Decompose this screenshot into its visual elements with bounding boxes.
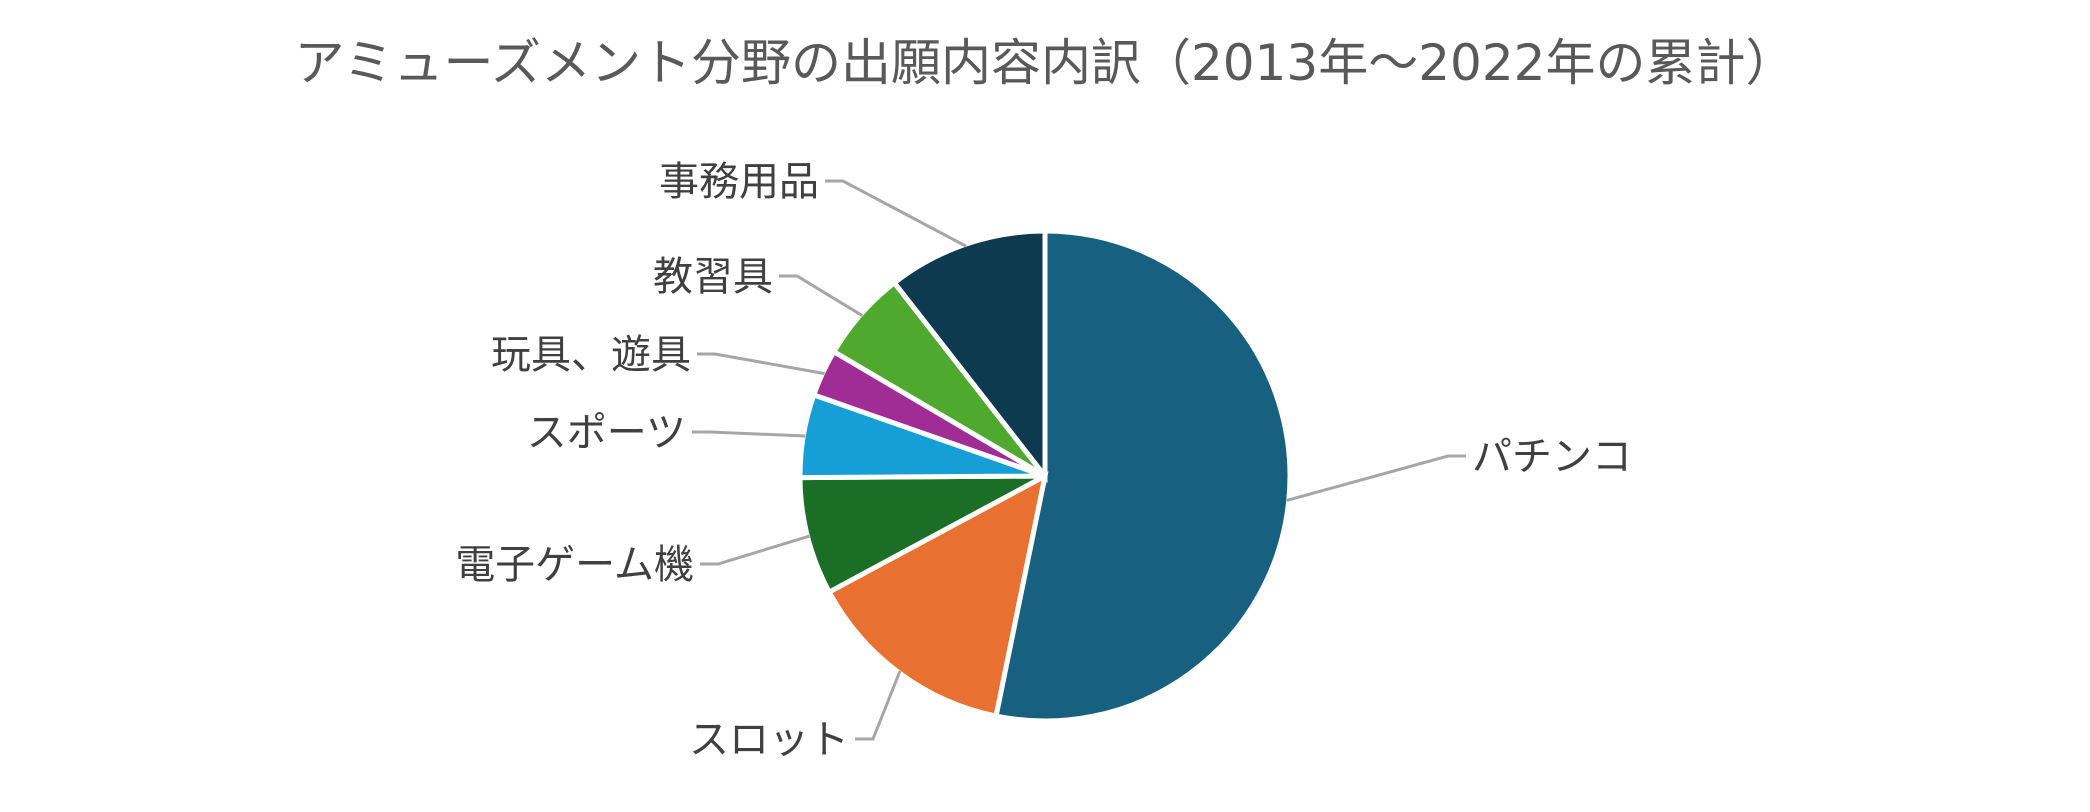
- slice-label-3: 電子ゲーム機: [455, 542, 694, 588]
- leader-lines: [692, 179, 1466, 741]
- leader-line-3: [700, 534, 810, 566]
- leader-line-2: [855, 670, 902, 741]
- leader-line-4: [692, 430, 806, 438]
- slice-label-5: 玩具、遊具: [491, 332, 691, 378]
- slice-label-6: 教習具: [653, 254, 773, 300]
- slice-label-2: スロット: [689, 717, 849, 763]
- leader-line-6: [779, 274, 864, 317]
- chart-title: アミューズメント分野の出願内容内訳（2013年〜2022年の累計）: [295, 34, 1796, 92]
- leader-line-5: [697, 352, 825, 376]
- slice-label-7: 事務用品: [659, 159, 819, 205]
- leader-line-1: [1286, 454, 1466, 502]
- slice-label-1: パチンコ: [1472, 434, 1632, 480]
- pie-slices: [797, 228, 1293, 724]
- slice-label-4: スポーツ: [527, 410, 686, 456]
- leader-line-7: [825, 179, 967, 248]
